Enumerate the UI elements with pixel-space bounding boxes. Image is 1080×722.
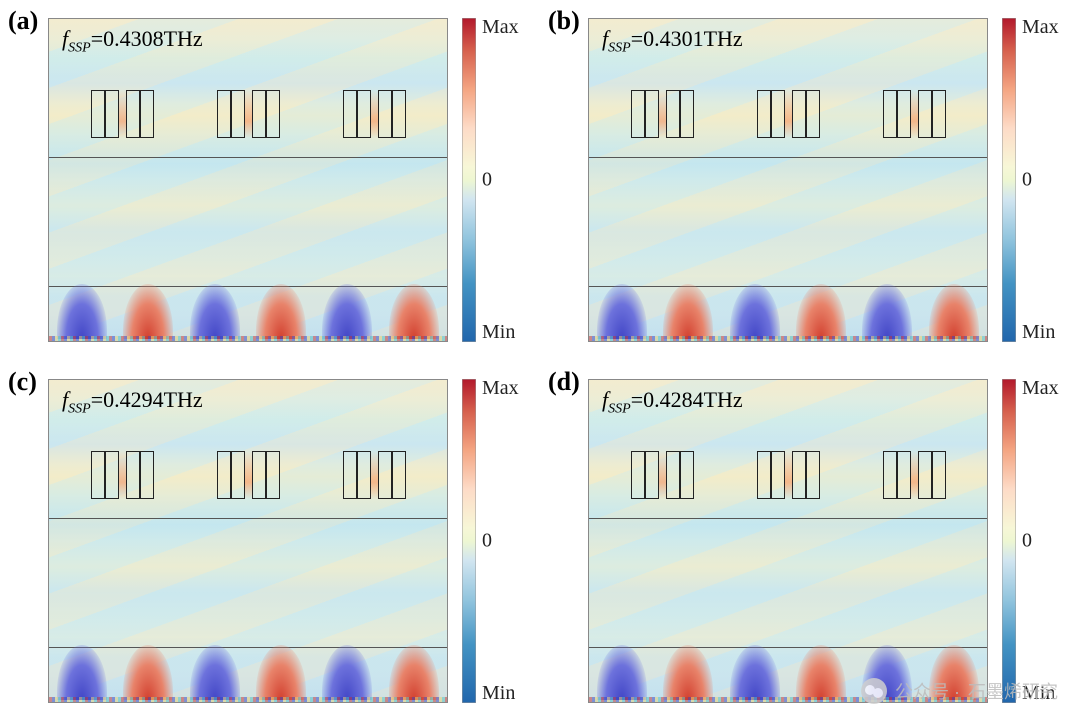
grating-row [49, 451, 447, 499]
bottom-lobes [49, 284, 447, 339]
grating-row [589, 90, 987, 138]
colorbar-b [1002, 18, 1016, 342]
grating-group [217, 90, 280, 138]
colorbar-zero-label: 0 [482, 169, 492, 192]
colorbar-labels-a: Max 0 Min [482, 18, 530, 342]
grating-group [91, 90, 154, 138]
grating-row [589, 451, 987, 499]
panel-label-d: (d) [548, 367, 580, 397]
panel-a: (a) fSSP=0.4308THz Max 0 Min [0, 0, 540, 361]
colorbar-max-label: Max [482, 16, 519, 39]
freq-value-c: 0.4294 [103, 387, 164, 412]
colorbar-min-label: Min [482, 321, 515, 344]
colorbar-a [462, 18, 476, 342]
freq-equals: = [91, 26, 103, 51]
colorbar-c [462, 379, 476, 703]
panel-b: (b) fSSP=0.4301THz Max 0 Min [540, 0, 1080, 361]
panel-label-c: (c) [8, 367, 37, 397]
watermark-text: 石墨烯研究 [968, 678, 1058, 704]
interface-line-1 [49, 157, 447, 158]
grating-group [343, 90, 406, 138]
field-map-d [588, 379, 988, 703]
figure-grid: (a) fSSP=0.4308THz Max 0 Min (b) [0, 0, 1080, 722]
bottom-speckle [49, 336, 447, 341]
field-map-a [48, 18, 448, 342]
freq-value-d: 0.4284 [643, 387, 704, 412]
freq-value-b: 0.4301 [643, 26, 704, 51]
panel-c: (c) fSSP=0.4294THz Max 0 Min [0, 361, 540, 722]
wechat-icon [861, 678, 887, 704]
panel-label-a: (a) [8, 6, 38, 36]
freq-unit-a: THz [164, 26, 203, 51]
panel-d: (d) fSSP=0.4284THz Max 0 Min [540, 361, 1080, 722]
panel-label-b: (b) [548, 6, 580, 36]
freq-label-b: fSSP=0.4301THz [602, 26, 743, 56]
watermark-prefix: 公众号 · [895, 678, 960, 704]
field-map-b [588, 18, 988, 342]
field-map-c [48, 379, 448, 703]
grating-row [49, 90, 447, 138]
colorbar-d [1002, 379, 1016, 703]
watermark: 公众号 · 石墨烯研究 [861, 678, 1058, 704]
freq-value-a: 0.4308 [103, 26, 164, 51]
freq-label-a: fSSP=0.4308THz [62, 26, 203, 56]
freq-label-d: fSSP=0.4284THz [602, 387, 743, 417]
freq-subscript: SSP [68, 40, 91, 55]
freq-label-c: fSSP=0.4294THz [62, 387, 203, 417]
